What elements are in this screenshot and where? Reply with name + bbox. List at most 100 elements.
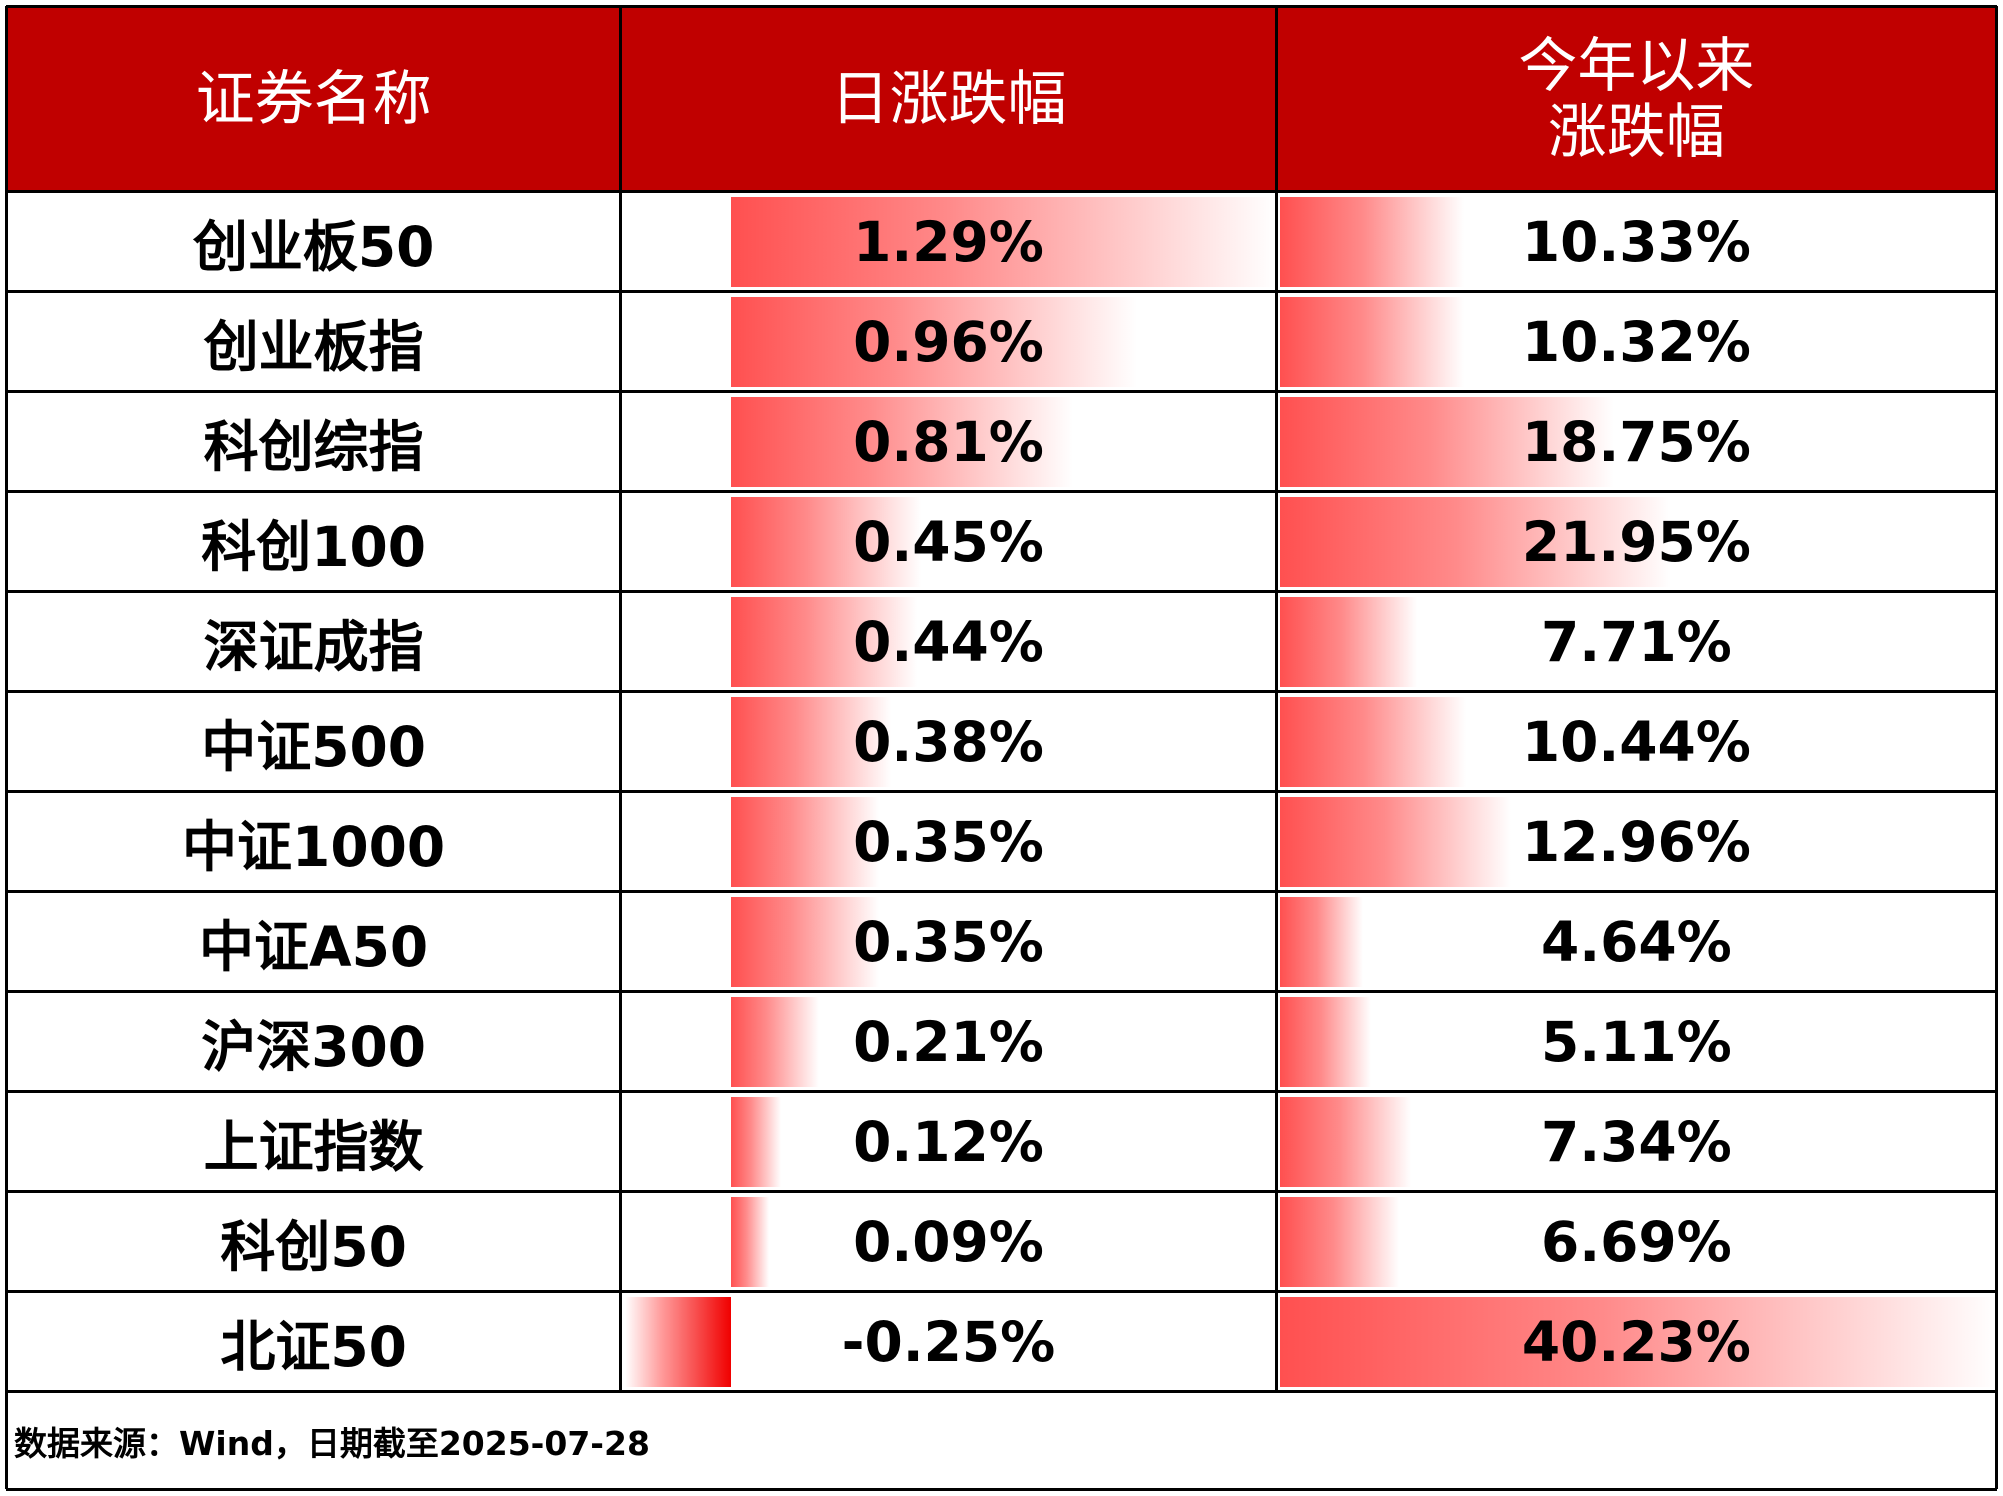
daily-change-cell: 0.45%: [621, 492, 1276, 592]
security-name: 中证500: [201, 714, 426, 779]
ytd-change-cell: 10.32%: [1276, 292, 1996, 392]
security-name: 科创综指: [203, 414, 424, 479]
daily-change-bar: [730, 596, 917, 687]
column-divider: [1274, 6, 1278, 1392]
ytd-change-value: 6.69%: [1540, 1209, 1732, 1274]
ytd-change-bar: [1279, 496, 1671, 587]
daily-change-value: 0.45%: [853, 509, 1044, 574]
security-name: 深证成指: [203, 614, 424, 679]
daily-change-value: 0.09%: [853, 1209, 1044, 1274]
daily-change-bar: [730, 496, 921, 587]
ytd-change-bar: [1279, 196, 1464, 287]
security-name: 科创100: [201, 514, 426, 579]
header-daily-change: 日涨跌幅: [620, 6, 1277, 192]
daily-change-bar: [730, 196, 1277, 287]
daily-change-bar: [730, 1196, 769, 1287]
security-name: 中证1000: [182, 814, 446, 879]
security-name-cell: 上证指数: [6, 1092, 620, 1192]
daily-change-bar: [730, 1096, 782, 1187]
row-divider: [6, 990, 1997, 994]
security-name-cell: 北证50: [6, 1292, 620, 1392]
header-daily-change-label: 日涨跌幅: [830, 63, 1067, 133]
row-divider: [6, 190, 1997, 194]
ytd-change-value: 12.96%: [1521, 809, 1751, 874]
security-name-cell: 创业板50: [6, 192, 620, 292]
ytd-change-cell: 21.95%: [1276, 492, 1996, 592]
security-name: 创业板50: [192, 214, 435, 279]
row-divider: [6, 290, 1997, 294]
daily-change-cell: 0.81%: [621, 392, 1276, 492]
ytd-change-value: 5.11%: [1540, 1009, 1732, 1074]
ytd-change-value: 7.71%: [1540, 609, 1732, 674]
security-name-cell: 中证A50: [6, 892, 620, 992]
security-name: 中证A50: [199, 914, 429, 979]
ytd-change-cell: 7.34%: [1276, 1092, 1996, 1192]
security-name-cell: 中证1000: [6, 792, 620, 892]
ytd-change-cell: 6.69%: [1276, 1192, 1996, 1292]
header-security-name-label: 证券名称: [195, 63, 432, 133]
daily-change-cell: 0.09%: [621, 1192, 1276, 1292]
security-name: 沪深300: [201, 1014, 426, 1079]
ytd-change-bar: [1279, 796, 1511, 887]
daily-change-bar: [730, 896, 879, 987]
security-name-cell: 深证成指: [6, 592, 620, 692]
ytd-change-bar: [1279, 596, 1418, 687]
daily-change-value: 0.12%: [853, 1109, 1044, 1174]
ytd-change-bar: [1279, 1096, 1411, 1187]
row-divider: [6, 590, 1997, 594]
daily-change-cell: 0.35%: [621, 892, 1276, 992]
ytd-change-cell: 5.11%: [1276, 992, 1996, 1092]
daily-change-cell: -0.25%: [621, 1292, 1276, 1392]
ytd-change-value: 7.34%: [1540, 1109, 1732, 1174]
header-ytd-change: 今年以来 涨跌幅: [1276, 6, 1997, 192]
ytd-change-bar: [1279, 396, 1614, 487]
row-divider: [6, 690, 1997, 694]
daily-change-cell: 1.29%: [621, 192, 1277, 292]
ytd-change-value: 18.75%: [1521, 409, 1751, 474]
ytd-change-cell: 18.75%: [1276, 392, 1996, 492]
ytd-change-bar: [1279, 1296, 1997, 1387]
ytd-change-cell: 10.33%: [1276, 192, 1996, 292]
ytd-change-value: 10.33%: [1521, 209, 1751, 274]
column-divider: [1995, 6, 1999, 1490]
row-divider: [6, 890, 1997, 894]
row-divider: [6, 790, 1997, 794]
daily-change-bar: [730, 796, 879, 887]
row-divider: [6, 1090, 1997, 1094]
daily-change-value: 0.96%: [853, 309, 1044, 374]
security-name-cell: 科创100: [6, 492, 620, 592]
row-divider: [6, 1290, 1997, 1294]
security-name-cell: 创业板指: [6, 292, 620, 392]
daily-change-bar: [730, 396, 1074, 487]
security-name: 北证50: [220, 1314, 407, 1379]
row-divider: [6, 1190, 1997, 1194]
daily-change-value: 0.35%: [853, 809, 1044, 874]
row-divider: [6, 490, 1997, 494]
security-name-cell: 中证500: [6, 692, 620, 792]
ytd-change-bar: [1279, 896, 1363, 987]
security-name-cell: 沪深300: [6, 992, 620, 1092]
column-divider: [4, 6, 8, 1490]
column-divider: [619, 6, 623, 1392]
daily-change-value: 0.21%: [853, 1009, 1044, 1074]
security-name: 上证指数: [203, 1114, 424, 1179]
ytd-change-value: 10.32%: [1521, 309, 1751, 374]
daily-change-value: 0.81%: [853, 409, 1044, 474]
daily-change-value: 0.38%: [853, 709, 1044, 774]
ytd-change-value: 4.64%: [1540, 909, 1732, 974]
daily-change-cell: 0.12%: [621, 1092, 1276, 1192]
daily-change-value: -0.25%: [841, 1309, 1056, 1374]
daily-change-value: 0.44%: [853, 609, 1044, 674]
daily-change-cell: 0.38%: [621, 692, 1276, 792]
ytd-change-bar: [1279, 296, 1464, 387]
security-name-cell: 科创综指: [6, 392, 620, 492]
row-divider: [6, 1487, 1997, 1492]
ytd-change-value: 21.95%: [1521, 509, 1751, 574]
daily-change-value: 1.29%: [853, 209, 1044, 274]
ytd-change-value: 10.44%: [1521, 709, 1751, 774]
security-name-cell: 科创50: [6, 1192, 620, 1292]
header-ytd-change-label: 今年以来 涨跌幅: [1518, 30, 1755, 166]
row-divider: [6, 1390, 1997, 1394]
ytd-change-cell: 40.23%: [1276, 1292, 1997, 1392]
